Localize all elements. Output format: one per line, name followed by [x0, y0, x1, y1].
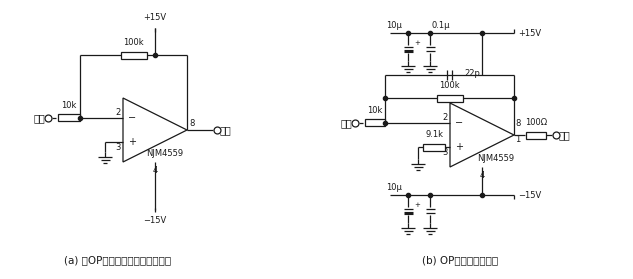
Text: +15V: +15V — [144, 13, 166, 22]
Text: 10μ: 10μ — [386, 21, 402, 30]
Bar — [120, 52, 146, 59]
Text: 输出: 输出 — [559, 130, 571, 140]
Text: 8: 8 — [189, 119, 194, 128]
Text: (b) OP放大器内部电路: (b) OP放大器内部电路 — [422, 255, 498, 265]
Text: 100Ω: 100Ω — [525, 118, 547, 127]
Text: 10k: 10k — [367, 106, 383, 115]
Text: 100k: 100k — [439, 81, 460, 90]
Text: −15V: −15V — [144, 216, 166, 225]
Text: +15V: +15V — [518, 28, 541, 37]
Bar — [423, 144, 445, 151]
Text: NJM4559: NJM4559 — [146, 149, 184, 158]
Text: 输入: 输入 — [34, 113, 45, 123]
Text: 0.1μ: 0.1μ — [432, 21, 451, 30]
Text: 9.1k: 9.1k — [425, 130, 443, 139]
Text: 8: 8 — [515, 119, 520, 128]
Text: 3: 3 — [116, 143, 121, 152]
Text: 2: 2 — [116, 108, 121, 117]
Text: 100k: 100k — [123, 38, 144, 47]
Text: 2: 2 — [442, 113, 448, 122]
Text: NJM4559: NJM4559 — [477, 154, 515, 163]
Text: 22p: 22p — [465, 69, 480, 78]
Text: +: + — [415, 40, 420, 46]
Text: 1: 1 — [515, 134, 520, 143]
Bar — [58, 114, 80, 121]
Text: 10μ: 10μ — [386, 183, 402, 192]
Text: −: − — [128, 113, 136, 123]
Text: 输入: 输入 — [341, 118, 352, 128]
Text: −: − — [455, 118, 463, 128]
Text: +: + — [455, 142, 463, 152]
Bar — [437, 95, 463, 102]
Text: 输出: 输出 — [220, 125, 232, 135]
Text: 10k: 10k — [61, 101, 77, 110]
Bar — [526, 131, 546, 138]
Text: 4: 4 — [479, 171, 485, 180]
Text: −15V: −15V — [518, 191, 541, 199]
Bar — [365, 119, 385, 126]
Text: +: + — [128, 137, 136, 147]
Text: +: + — [415, 202, 420, 208]
Text: (a) 将OP放大器看作黑盒子的电路: (a) 将OP放大器看作黑盒子的电路 — [65, 255, 172, 265]
Text: 3: 3 — [442, 148, 448, 157]
Text: 4: 4 — [153, 166, 158, 175]
